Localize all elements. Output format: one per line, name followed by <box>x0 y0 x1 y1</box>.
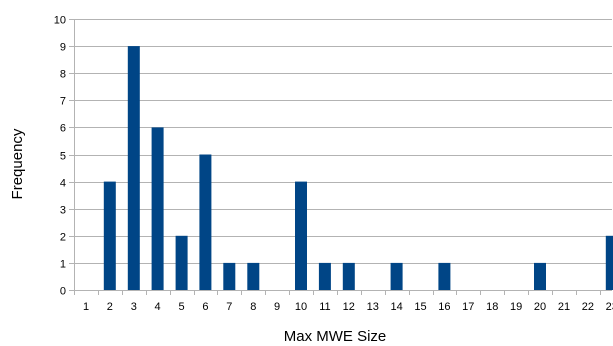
bar-8 <box>247 262 260 290</box>
y-tick-label: 0 <box>60 286 66 298</box>
x-tick-label: 12 <box>343 301 355 313</box>
x-tick-label: 11 <box>319 301 330 313</box>
bar-4 <box>151 127 164 291</box>
y-tick-label: 8 <box>60 69 66 81</box>
y-tick-label: 10 <box>54 15 66 27</box>
x-tick-label: 8 <box>250 301 256 313</box>
y-tick-label: 3 <box>60 205 66 217</box>
x-tick-label: 22 <box>582 301 594 313</box>
x-tick-label: 4 <box>155 301 161 313</box>
x-tick-label: 9 <box>274 301 280 313</box>
gridlines <box>74 19 612 291</box>
bar-23 <box>605 235 613 290</box>
y-axis-title: Frequency <box>9 128 26 199</box>
bar-10 <box>295 181 307 290</box>
y-tick-label: 2 <box>60 232 66 244</box>
x-tick-labels: 1234567891011121314151617181920212223 <box>83 301 613 313</box>
x-tick-label: 7 <box>226 301 232 313</box>
bar-20 <box>534 262 546 290</box>
x-tick-label: 1 <box>83 301 89 313</box>
x-tick-label: 13 <box>367 301 379 313</box>
bar-16 <box>438 262 451 290</box>
x-tick-label: 2 <box>107 301 113 313</box>
y-tick-labels: 0 1 2 3 4 5 6 7 8 9 10 <box>54 15 66 298</box>
bar-11 <box>318 262 331 290</box>
y-tick-label: 6 <box>60 123 66 135</box>
bar-6 <box>199 154 212 290</box>
x-tick-label: 20 <box>534 301 546 313</box>
bars <box>103 46 613 291</box>
x-tick-label: 3 <box>131 301 137 313</box>
x-tick-label: 23 <box>606 301 613 313</box>
x-axis-title: Max MWE Size <box>284 328 387 345</box>
x-tick-label: 14 <box>390 301 402 313</box>
bar-2 <box>103 181 116 290</box>
bar-12 <box>342 262 355 290</box>
x-tick-label: 5 <box>179 301 185 313</box>
bar-3 <box>127 46 140 290</box>
bar-7 <box>223 262 236 290</box>
x-tick-label: 19 <box>510 301 522 313</box>
x-tick-label: 17 <box>462 301 474 313</box>
x-tick-label: 6 <box>202 301 208 313</box>
x-tick-label: 16 <box>438 301 450 313</box>
x-tick-label: 21 <box>558 301 570 313</box>
x-tick-label: 15 <box>414 301 426 313</box>
y-tick-label: 7 <box>60 96 66 108</box>
y-tick-label: 9 <box>60 42 66 54</box>
bar-14 <box>390 262 403 290</box>
y-tick-label: 4 <box>60 178 66 190</box>
y-tick-label: 1 <box>60 259 66 271</box>
y-tick-label: 5 <box>60 151 66 163</box>
axes <box>69 19 612 295</box>
bar-5 <box>175 235 188 290</box>
x-tick-label: 10 <box>295 301 307 313</box>
x-tick-label: 18 <box>486 301 498 313</box>
